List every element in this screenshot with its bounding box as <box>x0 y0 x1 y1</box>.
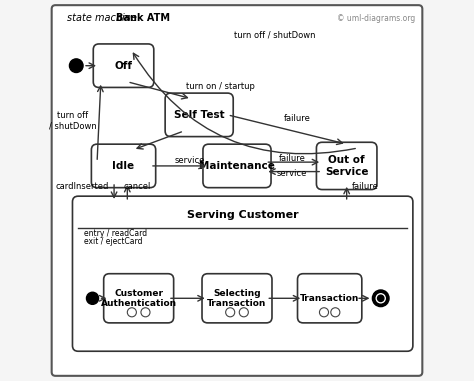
FancyBboxPatch shape <box>91 144 155 188</box>
Text: turn off
/ shutDown: turn off / shutDown <box>49 111 96 130</box>
Text: Idle: Idle <box>112 161 135 171</box>
Text: Out of
Service: Out of Service <box>325 155 368 177</box>
Text: Selecting
Transaction: Selecting Transaction <box>207 288 267 308</box>
Text: service: service <box>277 169 307 178</box>
FancyBboxPatch shape <box>93 44 154 87</box>
FancyBboxPatch shape <box>202 274 272 323</box>
FancyBboxPatch shape <box>165 93 233 137</box>
Text: © uml-diagrams.org: © uml-diagrams.org <box>337 14 415 23</box>
Circle shape <box>331 308 340 317</box>
FancyBboxPatch shape <box>73 196 413 351</box>
Text: service: service <box>174 157 205 165</box>
Text: failure: failure <box>284 114 311 123</box>
Text: Bank ATM: Bank ATM <box>116 13 170 23</box>
Circle shape <box>378 295 384 301</box>
Text: Transaction: Transaction <box>300 294 359 303</box>
FancyBboxPatch shape <box>104 274 173 323</box>
Circle shape <box>86 292 99 304</box>
Text: turn on / startup: turn on / startup <box>186 82 255 91</box>
FancyBboxPatch shape <box>52 5 422 376</box>
Text: turn off / shutDown: turn off / shutDown <box>234 31 316 40</box>
Text: Serving Customer: Serving Customer <box>187 210 299 220</box>
Circle shape <box>373 290 389 307</box>
Circle shape <box>70 59 83 72</box>
FancyBboxPatch shape <box>203 144 271 188</box>
Text: failure: failure <box>278 154 305 163</box>
Text: entry / readCard: entry / readCard <box>84 229 147 239</box>
Text: failure: failure <box>352 182 379 191</box>
Text: Maintenance: Maintenance <box>199 161 275 171</box>
Text: cardInserted: cardInserted <box>55 182 109 191</box>
Text: exit / ejectCard: exit / ejectCard <box>84 237 142 246</box>
Circle shape <box>141 308 150 317</box>
FancyBboxPatch shape <box>298 274 362 323</box>
Text: cancel: cancel <box>123 182 150 191</box>
Circle shape <box>226 308 235 317</box>
Text: Customer
Authentication: Customer Authentication <box>100 288 177 308</box>
Circle shape <box>319 308 328 317</box>
FancyBboxPatch shape <box>317 142 377 190</box>
Circle shape <box>376 294 385 303</box>
Text: Off: Off <box>115 61 133 71</box>
Text: Self Test: Self Test <box>174 110 225 120</box>
Text: state machine: state machine <box>67 13 137 23</box>
Circle shape <box>128 308 137 317</box>
Circle shape <box>239 308 248 317</box>
